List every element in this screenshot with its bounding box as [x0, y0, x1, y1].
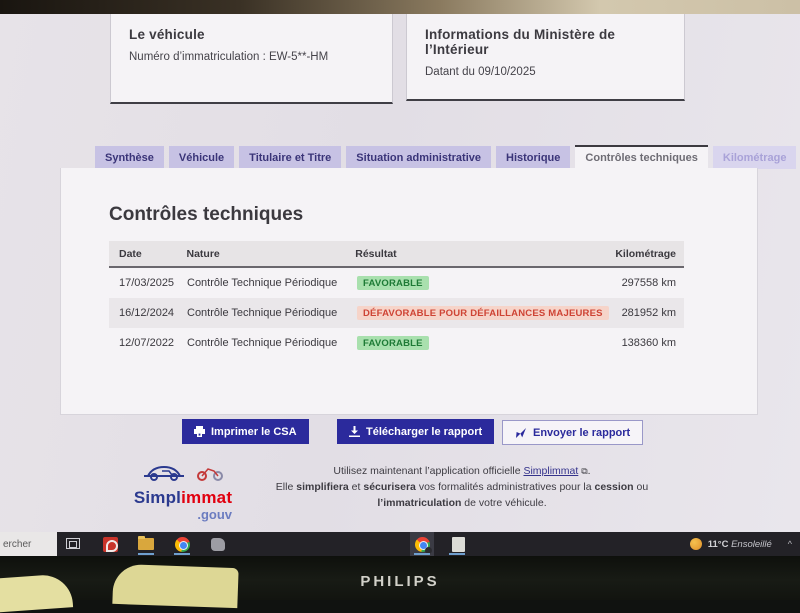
download-icon	[349, 426, 360, 437]
promo-text: Utilisez maintenant l’application offici…	[275, 465, 649, 509]
system-tray: 11°C Ensoleillé ^	[689, 532, 792, 556]
sticky-note	[112, 563, 239, 609]
inspections-table: Date Nature Résultat Kilométrage 17/03/2…	[109, 241, 684, 358]
header-km: Kilométrage	[615, 247, 676, 260]
simplimmat-logo: Simplimmat .gouv	[128, 462, 238, 522]
file-explorer-icon[interactable]	[136, 535, 156, 553]
cell-nature: Contrôle Technique Périodique	[187, 307, 338, 319]
header-date: Date	[119, 247, 142, 260]
cell-km: 138360 km	[621, 337, 676, 349]
tab-situation-administrative[interactable]: Situation administrative	[346, 146, 491, 169]
gray-app-icon[interactable]	[208, 535, 228, 553]
gouv-suffix: .gouv	[197, 507, 232, 522]
cell-nature: Contrôle Technique Périodique	[187, 277, 338, 289]
tab-bar: Synthèse Véhicule Titulaire et Titre Sit…	[95, 145, 797, 169]
send-plane-icon	[515, 427, 527, 439]
monitor-brand-logo: PHILIPS	[360, 573, 440, 590]
table-row: 17/03/2025 Contrôle Technique Périodique…	[109, 268, 684, 298]
vehicle-card-title: Le véhicule	[129, 27, 205, 42]
send-report-button[interactable]: Envoyer le rapport	[502, 420, 644, 445]
table-row: 16/12/2024 Contrôle Technique Périodique…	[109, 298, 684, 328]
car-and-moto-illustration	[144, 465, 223, 481]
windows-taskbar: ercher 11°C Ensoleillé ^	[0, 532, 800, 556]
ministry-card: Informations du Ministère de l’Intérieur…	[406, 14, 685, 101]
status-badge-defavorable: DÉFAVORABLE POUR DÉFAILLANCES MAJEURES	[357, 306, 609, 320]
cell-date: 16/12/2024	[119, 307, 175, 319]
send-report-label: Envoyer le rapport	[533, 426, 631, 439]
download-report-label: Télécharger le rapport	[366, 425, 483, 438]
external-link-icon: ⧉	[581, 466, 588, 476]
header-nature: Nature	[186, 247, 220, 260]
ministry-data-date: Datant du 09/10/2025	[425, 66, 536, 78]
weather-widget[interactable]: 11°C Ensoleillé	[707, 538, 772, 550]
table-header-row: Date Nature Résultat Kilométrage	[109, 241, 684, 268]
header-result: Résultat	[355, 247, 397, 260]
cell-nature: Contrôle Technique Périodique	[187, 337, 338, 349]
notepad-icon[interactable]	[448, 535, 468, 553]
registration-number: Numéro d’immatriculation : EW-5**-HM	[129, 51, 329, 63]
download-report-button[interactable]: Télécharger le rapport	[337, 419, 495, 444]
tab-kilometrage[interactable]: Kilométrage	[712, 146, 797, 169]
cell-km: 297558 km	[621, 277, 676, 289]
cell-date: 17/03/2025	[119, 277, 175, 289]
chrome-icon[interactable]	[172, 535, 192, 553]
section-title: Contrôles techniques	[109, 204, 304, 225]
controles-techniques-panel: Contrôles techniques Date Nature Résulta…	[60, 168, 758, 415]
task-view-icon[interactable]	[66, 538, 80, 549]
print-csa-button[interactable]: Imprimer le CSA	[182, 419, 309, 444]
table-row: 12/07/2022 Contrôle Technique Périodique…	[109, 328, 684, 358]
desk-background	[0, 0, 800, 14]
status-badge-favorable: FAVORABLE	[357, 336, 429, 350]
cell-date: 12/07/2022	[119, 337, 175, 349]
screen: Le véhicule Numéro d’immatriculation : E…	[0, 14, 800, 532]
tab-synthese[interactable]: Synthèse	[95, 146, 164, 169]
tab-vehicule[interactable]: Véhicule	[168, 146, 235, 169]
acrobat-icon[interactable]	[100, 535, 120, 553]
print-csa-label: Imprimer le CSA	[211, 425, 297, 438]
cell-km: 281952 km	[621, 307, 676, 319]
ministry-card-title: Informations du Ministère de l’Intérieur	[425, 27, 616, 57]
tab-controles-techniques[interactable]: Contrôles techniques	[575, 145, 708, 169]
sun-weather-icon	[689, 538, 702, 550]
status-badge-favorable: FAVORABLE	[357, 276, 429, 290]
simplimmat-wordmark: Simplimmat	[133, 488, 233, 507]
simplimmat-link[interactable]: Simplimmat	[523, 465, 579, 477]
table-body: 17/03/2025 Contrôle Technique Périodique…	[109, 268, 684, 358]
printer-icon	[194, 426, 205, 437]
chrome-active-icon[interactable]	[412, 535, 432, 554]
vehicle-card: Le véhicule Numéro d’immatriculation : E…	[110, 14, 393, 104]
tab-historique[interactable]: Historique	[496, 146, 571, 169]
tab-titulaire-et-titre[interactable]: Titulaire et Titre	[239, 146, 342, 169]
tray-chevron-icon[interactable]: ^	[787, 539, 792, 549]
taskbar-search-input[interactable]: ercher	[0, 532, 57, 556]
